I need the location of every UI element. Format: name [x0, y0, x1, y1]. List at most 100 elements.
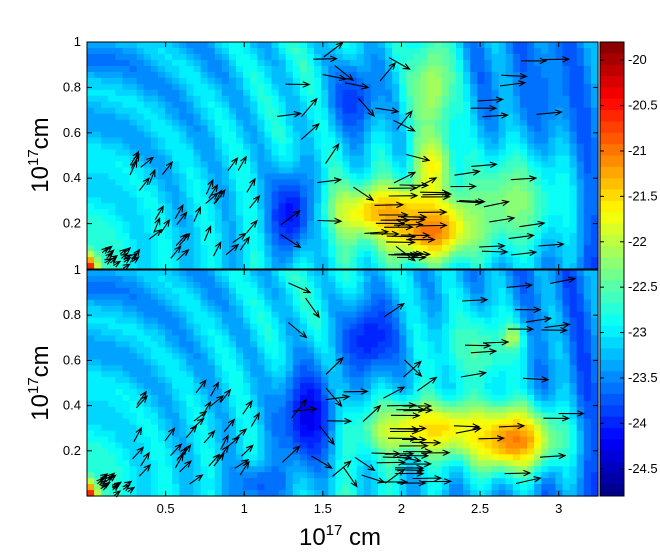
heatmap-cell — [420, 137, 429, 145]
heatmap-cell — [335, 347, 344, 354]
heatmap-cell — [413, 143, 422, 151]
heatmap-cell — [470, 388, 478, 396]
heatmap-cell — [87, 478, 95, 485]
heatmap-cell — [179, 221, 187, 228]
heatmap-cell — [179, 347, 187, 354]
heatmap-cell — [434, 77, 443, 85]
heatmap-cell — [363, 436, 372, 444]
heatmap-cell — [470, 418, 478, 426]
heatmap-cell — [243, 335, 251, 342]
heatmap-cell — [342, 418, 351, 426]
heatmap-cell — [505, 167, 514, 175]
heatmap-cell — [143, 424, 152, 432]
heatmap-cell — [250, 227, 258, 234]
heatmap-cell — [271, 454, 280, 461]
heatmap-cell — [321, 454, 329, 461]
heatmap-cell — [441, 47, 450, 55]
heatmap-cell — [207, 311, 216, 319]
heatmap-cell — [342, 179, 351, 186]
heatmap-cell — [377, 412, 386, 420]
heatmap-cell — [292, 149, 301, 157]
heatmap-cell — [165, 287, 173, 295]
heatmap-cell — [278, 197, 287, 204]
heatmap-cell — [214, 460, 223, 467]
heatmap-cell — [370, 95, 379, 103]
heatmap-cell — [307, 65, 315, 73]
heatmap-cell — [221, 161, 230, 169]
heatmap-cell — [115, 424, 124, 432]
heatmap-cell — [314, 275, 322, 283]
heatmap-cell — [157, 424, 166, 432]
heatmap-cell — [122, 287, 131, 295]
heatmap-cell — [363, 270, 372, 277]
heatmap-cell — [264, 406, 273, 414]
heatmap-cell — [186, 317, 195, 325]
heatmap-cell — [576, 221, 585, 228]
heatmap-cell — [122, 430, 131, 438]
heatmap-cell — [399, 424, 407, 432]
heatmap-cell — [399, 323, 407, 331]
heatmap-cell — [498, 65, 507, 73]
heatmap-cell — [299, 454, 308, 461]
heatmap-cell — [250, 305, 258, 313]
heatmap-cell — [413, 185, 422, 192]
heatmap-cell — [477, 119, 486, 127]
heatmap-cell — [534, 42, 542, 49]
heatmap-cell — [534, 77, 542, 85]
heatmap-cell — [335, 341, 344, 348]
heatmap-cell — [328, 263, 337, 270]
heatmap-cell — [441, 239, 450, 246]
heatmap-cell — [285, 383, 294, 390]
heatmap-cell — [399, 412, 407, 420]
heatmap-cell — [541, 173, 549, 180]
heatmap-cell — [349, 239, 358, 246]
heatmap-cell — [94, 388, 102, 396]
heatmap-cell — [448, 347, 457, 354]
heatmap-cell — [278, 239, 287, 246]
heatmap-cell — [534, 209, 542, 216]
heatmap-cell — [271, 53, 280, 61]
heatmap-cell — [200, 442, 209, 450]
velocity-arrow — [406, 236, 436, 243]
heatmap-cell — [264, 418, 273, 426]
heatmap-cell — [399, 335, 407, 342]
heatmap-cell — [165, 95, 173, 103]
heatmap-cell — [101, 305, 109, 313]
heatmap-cell — [456, 406, 464, 414]
heatmap-cell — [328, 101, 337, 109]
heatmap-cell — [470, 305, 478, 313]
heatmap-cell — [385, 179, 393, 186]
heatmap-cell — [172, 95, 180, 103]
heatmap-cell — [307, 466, 315, 473]
heatmap-cell — [456, 251, 464, 258]
heatmap-cell — [441, 359, 450, 366]
heatmap-cell — [122, 472, 131, 479]
heatmap-cell — [214, 436, 223, 444]
heatmap-cell — [193, 101, 202, 109]
heatmap-cell — [165, 263, 173, 270]
heatmap-cell — [512, 173, 521, 180]
heatmap-cell — [356, 107, 365, 115]
heatmap-cell — [94, 329, 102, 337]
velocity-arrow — [510, 175, 538, 182]
heatmap-cell — [172, 311, 180, 319]
heatmap-cell — [491, 89, 500, 97]
heatmap-cell — [221, 203, 230, 210]
heatmap-cell — [157, 299, 166, 307]
heatmap-cell — [349, 203, 358, 210]
heatmap-cell — [314, 173, 322, 180]
heatmap-cell — [221, 460, 230, 467]
heatmap-cell — [221, 47, 230, 55]
heatmap-cell — [193, 215, 202, 222]
heatmap-cell — [228, 323, 237, 331]
heatmap-cell — [377, 131, 386, 139]
heatmap-cell — [448, 317, 457, 325]
heatmap-cell — [321, 472, 329, 479]
heatmap-cell — [370, 270, 379, 277]
heatmap-cell — [271, 448, 280, 455]
heatmap-cell — [321, 293, 329, 301]
heatmap-cell — [491, 149, 500, 157]
heatmap-cell — [349, 42, 358, 49]
heatmap-cell — [236, 245, 244, 252]
heatmap-cell — [377, 251, 386, 258]
